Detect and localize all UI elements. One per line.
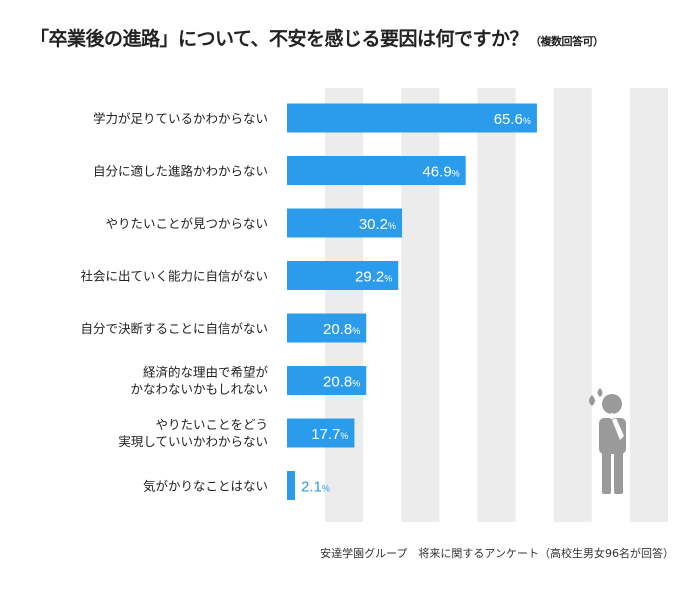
category-label: 自分に適した進路かわからない xyxy=(93,164,268,179)
chart-title: 「卒業後の進路」について、不安を感じる要因は何ですか？ （複数回答可） xyxy=(30,28,604,50)
grid-band xyxy=(629,88,668,522)
category-label: 自分で決断することに自信がない xyxy=(80,321,268,336)
value-label: 17.7% xyxy=(311,426,348,443)
value-label: 2.1% xyxy=(301,479,330,496)
value-label: 46.9% xyxy=(422,164,459,181)
value-label: 20.8% xyxy=(323,321,360,338)
bar xyxy=(287,313,367,343)
bar xyxy=(287,103,537,133)
source-note: 安達学園グループ 将来に関するアンケート（高校生男女96名が回答） xyxy=(320,547,674,560)
value-label: 65.6% xyxy=(494,111,531,128)
category-label: 社会に出ていく能力に自信がない xyxy=(80,269,268,284)
bar xyxy=(287,366,367,395)
bar xyxy=(287,418,355,448)
value-label: 29.2% xyxy=(355,269,392,286)
bar xyxy=(287,261,399,290)
category-label: やりたいことをどう xyxy=(155,417,268,432)
bar xyxy=(287,208,403,238)
category-labels: 学力が足りているかわからない自分に適した進路かわからないやりたいことが見つからな… xyxy=(80,111,268,494)
category-label: 実現していいかわからない xyxy=(118,434,268,449)
chart-title-suffix: （複数回答可） xyxy=(529,35,604,48)
grid-band xyxy=(401,88,440,522)
category-label: かなわないかもしれない xyxy=(130,382,268,397)
worried-person-icon xyxy=(589,388,626,494)
bar xyxy=(287,471,296,500)
grid-band xyxy=(325,88,364,522)
grid-bands xyxy=(325,88,668,522)
value-label: 30.2% xyxy=(359,216,396,233)
category-label: やりたいことが見つからない xyxy=(105,216,268,231)
category-label: 気がかりなことはない xyxy=(143,479,268,494)
bars xyxy=(287,103,537,500)
grid-band xyxy=(553,88,592,522)
category-label: 学力が足りているかわからない xyxy=(93,111,268,126)
bar xyxy=(287,156,466,185)
value-labels: 65.6% 46.9% 30.2% 29.2% 20.8% 20.8% 17.7% 2.1% xyxy=(301,111,531,496)
value-label: 20.8% xyxy=(323,374,360,391)
category-label: 経済的な理由で希望が xyxy=(143,365,269,380)
grid-band xyxy=(477,88,516,522)
